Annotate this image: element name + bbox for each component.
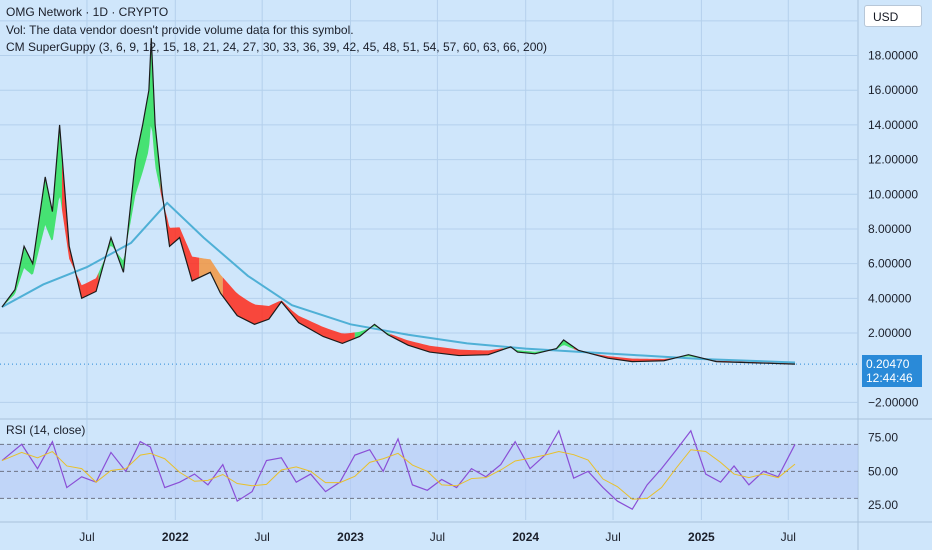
y-tick-label: 12.00000: [868, 153, 918, 167]
rsi-line: [1, 429, 796, 510]
y-tick-label: 2.00000: [868, 326, 912, 340]
rsi-ma-line: [1, 449, 796, 500]
x-tick-label: Jul: [605, 530, 620, 544]
rsi-tick-label: 25.00: [868, 498, 898, 512]
volume-note: Vol: The data vendor doesn't provide vol…: [6, 23, 354, 37]
guppy-ribbon-bull: [2, 130, 63, 307]
y-tick-label: 8.00000: [868, 222, 912, 236]
guppy-ribbon-bull: [503, 340, 574, 354]
x-tick-label: Jul: [781, 530, 796, 544]
y-tick-label: 10.00000: [868, 187, 918, 201]
x-tick-label: Jul: [255, 530, 270, 544]
x-tick-label: Jul: [430, 530, 445, 544]
x-tick-label: 2022: [162, 530, 189, 544]
y-tick-label: 16.00000: [868, 83, 918, 97]
x-tick-label: 2023: [337, 530, 364, 544]
rsi-tick-label: 50.00: [868, 464, 898, 478]
y-tick-label: 14.00000: [868, 118, 918, 132]
x-tick-label: 2024: [512, 530, 539, 544]
rsi-legend: RSI (14, close): [6, 423, 86, 437]
superguppy-legend: CM SuperGuppy (3, 6, 9, 12, 15, 18, 21, …: [6, 40, 548, 54]
ma200-line: [1, 201, 796, 364]
x-tick-label: Jul: [79, 530, 94, 544]
symbol-title: OMG Network · 1D · CRYPTO: [6, 5, 169, 19]
guppy-ribbon-bear: [62, 155, 99, 299]
price-line: [1, 38, 796, 365]
guppy-ribbon-bull: [672, 354, 706, 360]
x-tick-label: 2025: [688, 530, 715, 544]
currency-button[interactable]: USD: [864, 5, 922, 27]
last-price-tag: 0.20470 12:44:46: [862, 355, 922, 387]
y-tick-label: 6.00000: [868, 257, 912, 271]
guppy-ribbon-mid: [199, 257, 223, 297]
y-tick-label: 18.00000: [868, 49, 918, 63]
last-price-value: 0.20470: [866, 357, 910, 371]
y-tick-label: −2.00000: [868, 395, 919, 409]
rsi-tick-label: 75.00: [868, 431, 898, 445]
guppy-ribbon-bear: [160, 175, 200, 281]
guppy-ribbon-bull: [354, 324, 391, 339]
bar-countdown: 12:44:46: [866, 371, 913, 385]
y-tick-label: 4.00000: [868, 291, 912, 305]
